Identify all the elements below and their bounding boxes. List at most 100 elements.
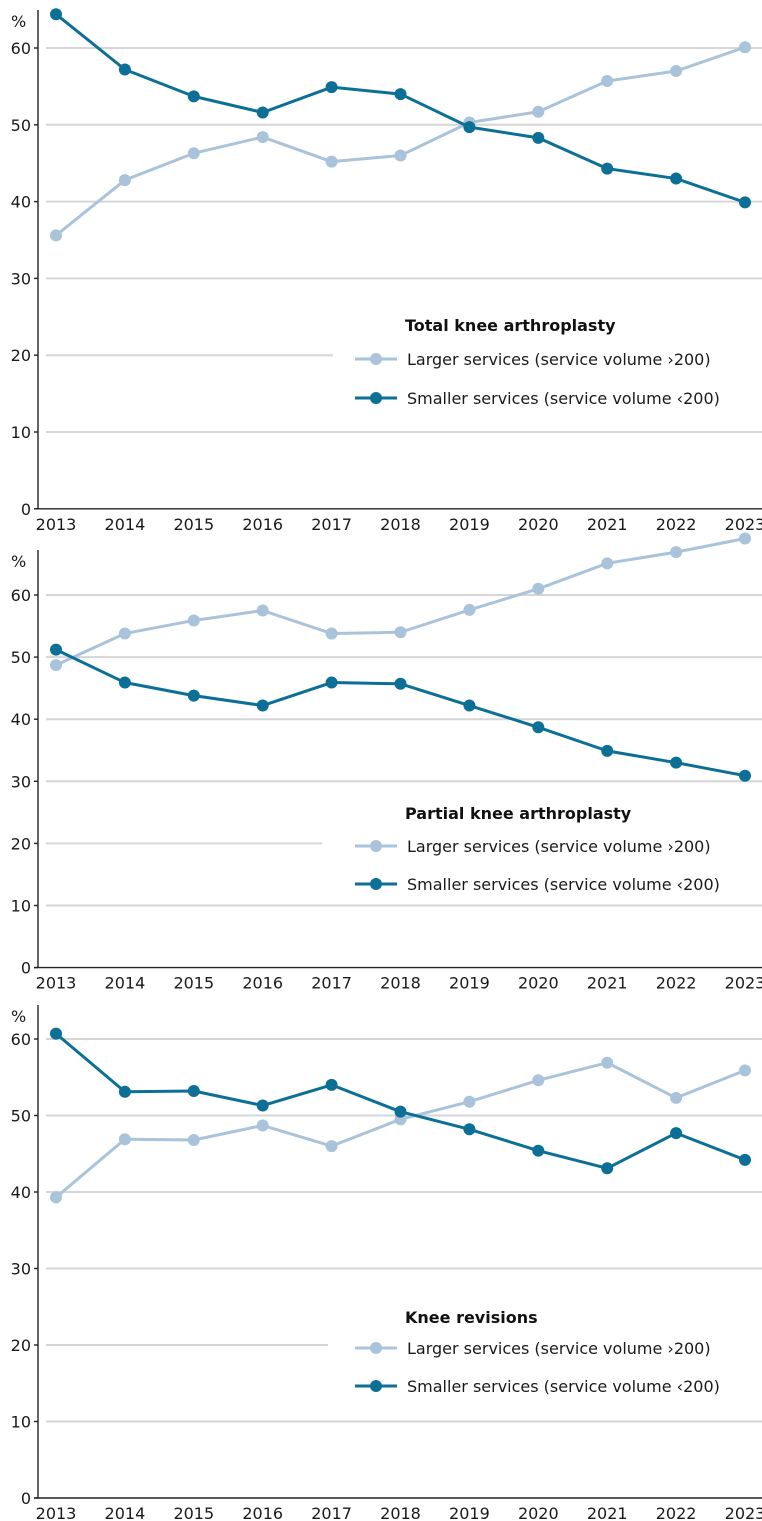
legend-swatch-dot-smaller: [370, 392, 382, 404]
point-larger-2018: [394, 626, 407, 639]
series-line-smaller: [55, 648, 746, 778]
y-tick-label-50: 50: [11, 1107, 31, 1126]
x-tick-label-2021: 2021: [587, 515, 628, 534]
point-smaller-2018: [394, 1105, 407, 1118]
point-larger-2014: [118, 627, 131, 640]
point-smaller-2022: [670, 1127, 683, 1140]
x-tick-label-2021: 2021: [587, 974, 628, 993]
x-tick-label-2014: 2014: [105, 1504, 146, 1521]
point-larger-2013: [50, 1191, 62, 1204]
point-smaller-2016: [256, 699, 269, 712]
x-tick-label-2017: 2017: [311, 1504, 352, 1521]
x-tick-label-2017: 2017: [311, 974, 352, 993]
y-tick-label-60: 60: [11, 39, 31, 58]
y-tick-label-40: 40: [11, 193, 31, 212]
legend-swatch-dot-larger: [370, 840, 382, 852]
x-tick-label-2019: 2019: [449, 515, 490, 534]
point-larger-2015: [187, 1133, 200, 1146]
x-tick-label-2015: 2015: [173, 974, 214, 993]
series-line-smaller: [55, 1032, 746, 1170]
y-tick-label-40: 40: [11, 710, 31, 729]
point-larger-2023: [739, 1064, 751, 1077]
x-tick-label-2013: 2013: [36, 974, 77, 993]
series-line-larger: [55, 537, 746, 667]
point-smaller-2017: [325, 676, 338, 689]
x-tick-label-2021: 2021: [587, 1504, 628, 1521]
series-line-larger: [55, 1061, 746, 1199]
y-tick-label-20: 20: [11, 1336, 31, 1355]
point-smaller-2019: [463, 699, 476, 712]
point-larger-2017: [325, 155, 338, 168]
x-tick-label-2014: 2014: [105, 974, 146, 993]
point-smaller-2021: [601, 162, 614, 175]
legend-label-larger: Larger services (service volume ›200): [407, 1339, 711, 1358]
y-tick-label-10: 10: [11, 423, 31, 442]
point-smaller-2016: [256, 106, 269, 119]
x-tick-label-2016: 2016: [242, 1504, 283, 1521]
y-tick-label-50: 50: [11, 648, 31, 667]
point-smaller-2015: [187, 90, 200, 103]
point-larger-2015: [187, 614, 200, 627]
point-larger-2020: [532, 1074, 545, 1087]
y-tick-label-0: 0: [21, 1489, 31, 1508]
x-tick-label-2023: 2023: [725, 515, 762, 534]
x-tick-label-2014: 2014: [105, 515, 146, 534]
point-larger-2019: [463, 603, 476, 616]
x-tick-label-2015: 2015: [173, 1504, 214, 1521]
x-tick-label-2023: 2023: [725, 1504, 762, 1521]
point-smaller-2018: [394, 88, 407, 101]
series-line-larger: [55, 45, 746, 237]
legend-title: Knee revisions: [405, 1308, 538, 1327]
legend-swatch-dot-larger: [370, 353, 382, 365]
point-larger-2020: [532, 105, 545, 118]
point-larger-2014: [118, 1133, 131, 1146]
point-smaller-2014: [118, 1085, 131, 1098]
point-larger-2013: [50, 659, 62, 672]
y-tick-label-50: 50: [11, 116, 31, 135]
y-tick-label-60: 60: [11, 1030, 31, 1049]
point-larger-2016: [256, 131, 269, 144]
y-tick-label-40: 40: [11, 1183, 31, 1202]
point-smaller-2014: [118, 676, 131, 689]
legend-label-larger: Larger services (service volume ›200): [407, 837, 711, 856]
y-axis-label: %: [11, 1007, 26, 1026]
point-smaller-2013: [50, 8, 62, 21]
point-larger-2022: [670, 65, 683, 78]
y-tick-label-10: 10: [11, 1413, 31, 1432]
point-larger-2018: [394, 149, 407, 162]
x-tick-label-2019: 2019: [449, 1504, 490, 1521]
legend-title: Partial knee arthroplasty: [405, 804, 632, 823]
legend-swatch-dot-smaller: [370, 878, 382, 890]
point-smaller-2020: [532, 1144, 545, 1157]
legend-label-larger: Larger services (service volume ›200): [407, 350, 711, 369]
y-tick-label-20: 20: [11, 346, 31, 365]
point-larger-2017: [325, 1140, 338, 1153]
y-axis-label: %: [11, 12, 26, 31]
point-smaller-2013: [50, 643, 62, 656]
y-tick-label-30: 30: [11, 772, 31, 791]
point-smaller-2015: [187, 1085, 200, 1098]
chart-panel-1: % 0 10 20 30 40 50 60 2013 2014 2015 2016 2017 2018 20…: [11, 8, 762, 534]
point-larger-2017: [325, 627, 338, 640]
x-tick-label-2017: 2017: [311, 515, 352, 534]
y-tick-label-0: 0: [21, 500, 31, 519]
point-smaller-2020: [532, 131, 545, 144]
point-larger-2022: [670, 546, 683, 559]
x-tick-label-2022: 2022: [656, 515, 697, 534]
point-larger-2019: [463, 1095, 476, 1108]
point-smaller-2015: [187, 689, 200, 702]
x-tick-label-2020: 2020: [518, 1504, 559, 1521]
point-smaller-2021: [601, 1162, 614, 1175]
point-smaller-2020: [532, 721, 545, 734]
point-larger-2021: [601, 557, 614, 570]
x-tick-label-2022: 2022: [656, 1504, 697, 1521]
legend-label-smaller: Smaller services (service volume ‹200): [407, 389, 720, 408]
point-larger-2022: [670, 1091, 683, 1104]
point-larger-2015: [187, 147, 200, 160]
point-larger-2014: [118, 174, 131, 187]
point-smaller-2018: [394, 677, 407, 690]
point-larger-2021: [601, 75, 614, 88]
x-tick-label-2013: 2013: [36, 1504, 77, 1521]
y-tick-label-10: 10: [11, 897, 31, 916]
point-larger-2016: [256, 1119, 269, 1132]
